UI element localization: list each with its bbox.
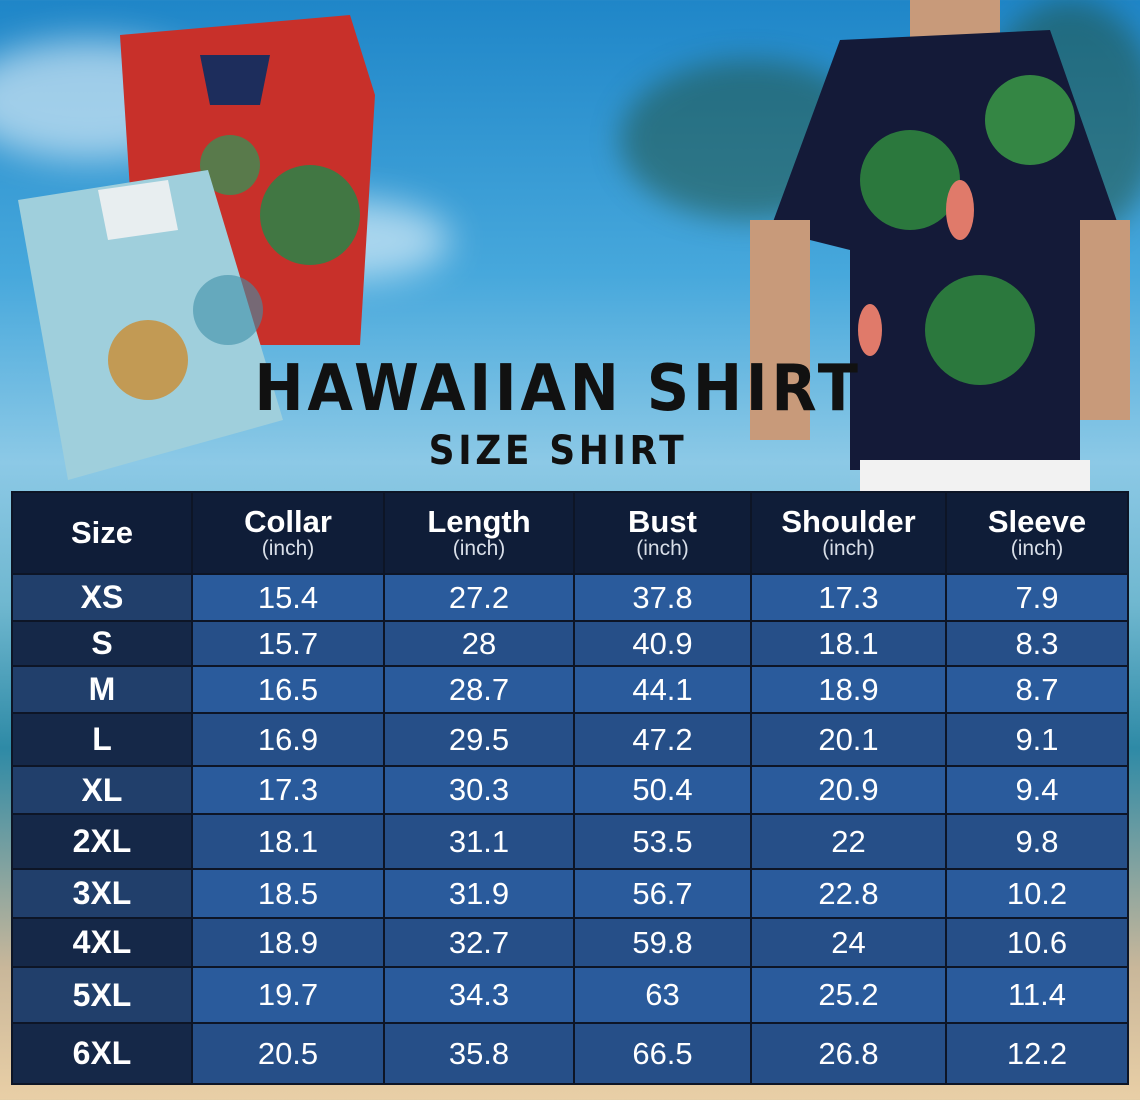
value-cell-collar: 16.9	[193, 714, 383, 765]
header-row: Size Collar (inch) Length (inch) Bust (inch) Sh…	[13, 493, 1127, 573]
size-cell: 3XL	[13, 870, 191, 917]
column-name: Bust	[628, 503, 697, 539]
size-chart-table: Size Collar (inch) Length (inch) Bust (inch) Sh…	[11, 491, 1129, 1085]
column-header-shoulder: Shoulder (inch)	[752, 493, 945, 573]
value-cell-bust: 50.4	[575, 767, 750, 813]
table-row: 4XL 18.9 32.7 59.8 24 10.6	[13, 919, 1127, 966]
value-cell-length: 35.8	[385, 1024, 573, 1083]
page-subtitle: SIZE SHIRT	[428, 428, 688, 474]
value-cell-sleeve: 8.7	[947, 667, 1127, 712]
column-unit: (inch)	[636, 537, 689, 561]
table-row: 5XL 19.7 34.3 63 25.2 11.4	[13, 968, 1127, 1022]
value-cell-collar: 17.3	[193, 767, 383, 813]
column-name: Length	[427, 503, 531, 539]
value-cell-length: 27.2	[385, 575, 573, 620]
size-cell: XS	[13, 575, 191, 620]
table-row: S 15.7 28 40.9 18.1 8.3	[13, 622, 1127, 665]
value-cell-length: 28	[385, 622, 573, 665]
value-cell-shoulder: 24	[752, 919, 945, 966]
column-unit: (inch)	[261, 537, 315, 561]
value-cell-length: 34.3	[385, 968, 573, 1022]
value-cell-collar: 18.1	[193, 815, 383, 868]
value-cell-shoulder: 25.2	[752, 968, 945, 1022]
column-header-size: Size	[13, 493, 191, 573]
table-row: 6XL 20.5 35.8 66.5 26.8 12.2	[13, 1024, 1127, 1083]
size-cell: 4XL	[13, 919, 191, 966]
value-cell-collar: 19.7	[193, 968, 383, 1022]
value-cell-shoulder: 17.3	[752, 575, 945, 620]
size-cell: 5XL	[13, 968, 191, 1022]
value-cell-shoulder: 22.8	[752, 870, 945, 917]
value-cell-collar: 20.5	[193, 1024, 383, 1083]
value-cell-bust: 37.8	[575, 575, 750, 620]
value-cell-shoulder: 18.9	[752, 667, 945, 712]
value-cell-bust: 47.2	[575, 714, 750, 765]
size-cell: S	[13, 622, 191, 665]
value-cell-collar: 15.4	[193, 575, 383, 620]
table-row: 3XL 18.5 31.9 56.7 22.8 10.2	[13, 870, 1127, 917]
value-cell-bust: 44.1	[575, 667, 750, 712]
column-header-length: Length (inch)	[385, 493, 573, 573]
column-header-collar: Collar (inch)	[193, 493, 383, 573]
table-row: L 16.9 29.5 47.2 20.1 9.1	[13, 714, 1127, 765]
value-cell-length: 31.1	[385, 815, 573, 868]
table-row: M 16.5 28.7 44.1 18.9 8.7	[13, 667, 1127, 712]
column-header-sleeve: Sleeve (inch)	[947, 493, 1127, 573]
folded-blue-shirt-image	[18, 170, 283, 480]
value-cell-collar: 18.5	[193, 870, 383, 917]
column-unit: (inch)	[452, 537, 506, 561]
value-cell-sleeve: 7.9	[947, 575, 1127, 620]
value-cell-sleeve: 10.6	[947, 919, 1127, 966]
column-name: Shoulder	[781, 503, 916, 539]
value-cell-bust: 63	[575, 968, 750, 1022]
value-cell-sleeve: 9.1	[947, 714, 1127, 765]
value-cell-shoulder: 20.9	[752, 767, 945, 813]
column-name: Collar	[244, 503, 332, 539]
table-row: XS 15.4 27.2 37.8 17.3 7.9	[13, 575, 1127, 620]
value-cell-bust: 40.9	[575, 622, 750, 665]
column-name: Size	[70, 514, 134, 550]
value-cell-collar: 16.5	[193, 667, 383, 712]
value-cell-length: 29.5	[385, 714, 573, 765]
column-unit: (inch)	[1010, 537, 1064, 561]
value-cell-sleeve: 8.3	[947, 622, 1127, 665]
value-cell-collar: 18.9	[193, 919, 383, 966]
value-cell-length: 31.9	[385, 870, 573, 917]
value-cell-shoulder: 18.1	[752, 622, 945, 665]
size-cell: M	[13, 667, 191, 712]
value-cell-collar: 15.7	[193, 622, 383, 665]
value-cell-length: 30.3	[385, 767, 573, 813]
page-title: HAWAIIAN SHIRT	[254, 352, 862, 426]
size-cell: L	[13, 714, 191, 765]
table-row: XL 17.3 30.3 50.4 20.9 9.4	[13, 767, 1127, 813]
size-cell: 6XL	[13, 1024, 191, 1083]
value-cell-sleeve: 11.4	[947, 968, 1127, 1022]
column-unit: (inch)	[822, 537, 875, 561]
value-cell-sleeve: 10.2	[947, 870, 1127, 917]
value-cell-shoulder: 20.1	[752, 714, 945, 765]
value-cell-sleeve: 9.4	[947, 767, 1127, 813]
value-cell-bust: 66.5	[575, 1024, 750, 1083]
size-cell: 2XL	[13, 815, 191, 868]
value-cell-shoulder: 22	[752, 815, 945, 868]
column-header-bust: Bust (inch)	[575, 493, 750, 573]
table-row: 2XL 18.1 31.1 53.5 22 9.8	[13, 815, 1127, 868]
size-cell: XL	[13, 767, 191, 813]
value-cell-length: 32.7	[385, 919, 573, 966]
value-cell-sleeve: 12.2	[947, 1024, 1127, 1083]
model-flamingo-shirt-image	[750, 0, 1130, 492]
value-cell-bust: 56.7	[575, 870, 750, 917]
value-cell-sleeve: 9.8	[947, 815, 1127, 868]
value-cell-shoulder: 26.8	[752, 1024, 945, 1083]
value-cell-bust: 53.5	[575, 815, 750, 868]
value-cell-length: 28.7	[385, 667, 573, 712]
column-name: Sleeve	[987, 503, 1087, 539]
value-cell-bust: 59.8	[575, 919, 750, 966]
